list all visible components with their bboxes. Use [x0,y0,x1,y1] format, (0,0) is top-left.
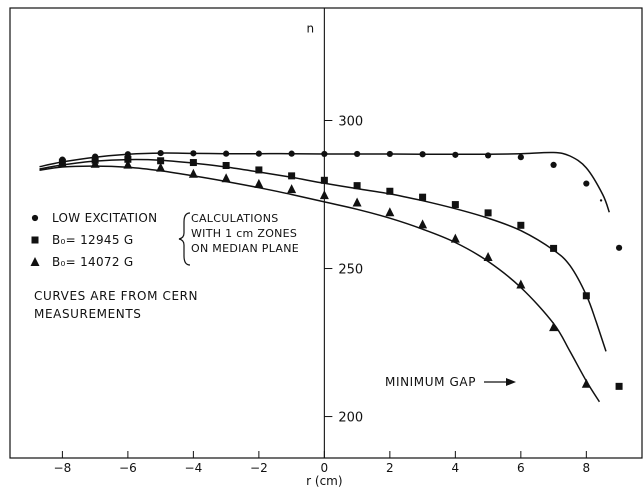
circle-point [583,180,590,187]
legend-bracket-text: ON MEDIAN PLANE [191,242,299,255]
circle-point [615,244,623,251]
circle-point [419,151,426,158]
square-point [615,382,623,390]
square-point [157,157,165,165]
legend-bracket-text: CALCULATIONS [191,212,279,225]
legend-label: LOW EXCITATION [52,211,157,225]
b14072-curve [39,165,601,403]
legend-label: B₀= 12945 G [52,233,134,247]
circle-point [288,150,295,157]
circle-point [190,150,197,157]
square-point [517,221,525,229]
axes: −8 −6 −4 −2 0 2 4 6 8 r (cm) 300 250 200 n [54,8,591,488]
square-point [451,201,459,209]
x-tick-label: 6 [517,461,525,475]
square-point [550,244,558,252]
plot-border [9,7,643,459]
triangle-point [221,173,231,183]
y-tick-label: 300 [338,115,363,130]
stray-dot [599,199,603,202]
square-point [255,166,263,174]
x-tick-label: −6 [119,461,137,475]
circle-point [223,150,230,157]
triangle-point [123,159,133,169]
circle-point [550,161,557,169]
x-tick-label: 8 [583,461,591,475]
triangle-point [188,168,198,178]
y-tick-label: 250 [338,263,363,278]
circle-point [354,150,361,158]
curves-note-line: CURVES ARE FROM CERN [34,289,198,303]
circle-point [157,149,164,157]
circle-point [321,150,328,158]
square-point [419,193,427,201]
legend-circle-marker [31,214,39,222]
square-point [189,159,197,167]
curves-note-line: MEASUREMENTS [34,307,142,321]
x-tick-label: 2 [386,461,394,475]
data-points [57,149,623,390]
triangle-point [549,322,559,332]
circle-point [484,152,492,159]
legend-square-marker [31,236,39,244]
circle-point [386,150,393,158]
square-point [222,162,230,169]
legend-label: B₀= 14072 G [52,255,134,269]
circle-point [517,154,524,161]
triangle-point [418,219,428,229]
triangle-point [581,378,591,388]
triangle-point [287,184,297,194]
square-point [484,209,492,217]
legend-brace [178,212,191,266]
circle-point [255,150,262,157]
y-tick-label: 200 [338,411,363,426]
square-point [386,187,394,195]
x-tick-label: 0 [321,461,329,475]
triangle-point [90,158,100,168]
x-tick-label: −4 [185,461,203,475]
square-point [320,176,328,184]
x-tick-label: 4 [452,461,460,475]
legend-triangle-marker [30,257,40,266]
x-tick-label: −8 [54,461,72,475]
triangle-point [385,207,395,217]
legend-bracket-text: WITH 1 cm ZONES [191,227,297,240]
triangle-point [57,158,67,168]
triangle-point [483,251,493,261]
triangle-point [450,233,460,243]
triangle-point [352,197,362,207]
square-point [124,155,132,163]
plot-frame [9,7,643,459]
chart-annotations: LOW EXCITATION B₀= 12945 G B₀= 14072 G CALC… [30,211,516,389]
square-point [353,182,361,190]
x-tick-label: −2 [250,461,268,475]
triangle-point [156,162,166,172]
triangle-point [516,279,526,289]
triangle-point [254,178,264,188]
circle-point [452,151,459,158]
y-axis-label: n [307,22,315,36]
x-axis-label: r (cm) [306,474,342,488]
square-point [582,292,590,300]
square-point [288,172,296,180]
minimum-gap-label: MINIMUM GAP [385,375,476,389]
triangle-point [319,190,329,200]
minimum-gap-arrow-head [506,378,516,386]
